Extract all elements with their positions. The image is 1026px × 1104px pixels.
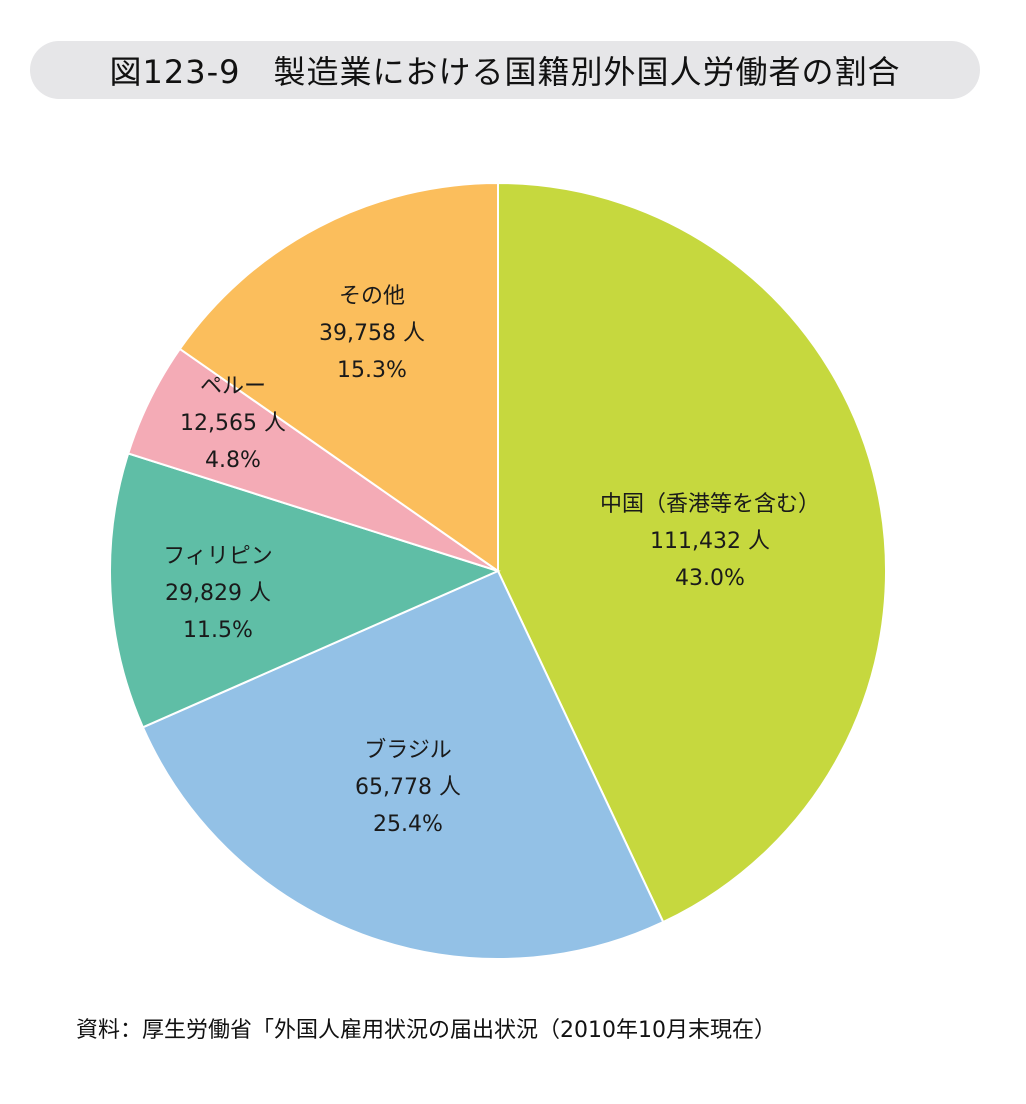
slice-label: フィリピン [163, 544, 273, 569]
slice-count-label: 65,778 人 [355, 775, 461, 800]
slice-count-label: 29,829 人 [165, 581, 271, 606]
slice-percent-label: 4.8% [205, 448, 261, 473]
pie-slice [497, 181, 887, 924]
pie-slice [109, 452, 501, 729]
source-note: 資料：厚生労働省「外国人雇用状況の届出状況（2010年10月末現在） [76, 1018, 776, 1043]
slice-label: ブラジル [364, 738, 452, 763]
slice-label: 中国（香港等を含む） [600, 492, 820, 517]
slice-count-label: 111,432 人 [650, 529, 770, 554]
slice-percent-label: 25.4% [373, 812, 443, 837]
slice-count-label: 39,758 人 [319, 321, 425, 346]
pie-slice [178, 181, 499, 573]
title-bar: 図123-9 製造業における国籍別外国人労働者の割合 [30, 41, 980, 99]
slice-label: ペルー [200, 374, 266, 399]
slice-percent-label: 15.3% [337, 358, 407, 383]
chart-title: 図123-9 製造業における国籍別外国人労働者の割合 [109, 53, 901, 91]
slice-label: その他 [339, 284, 405, 309]
slice-percent-label: 43.0% [675, 566, 745, 591]
slice-count-label: 12,565 人 [180, 411, 286, 436]
pie-slice [141, 569, 665, 960]
slice-percent-label: 11.5% [183, 618, 253, 643]
